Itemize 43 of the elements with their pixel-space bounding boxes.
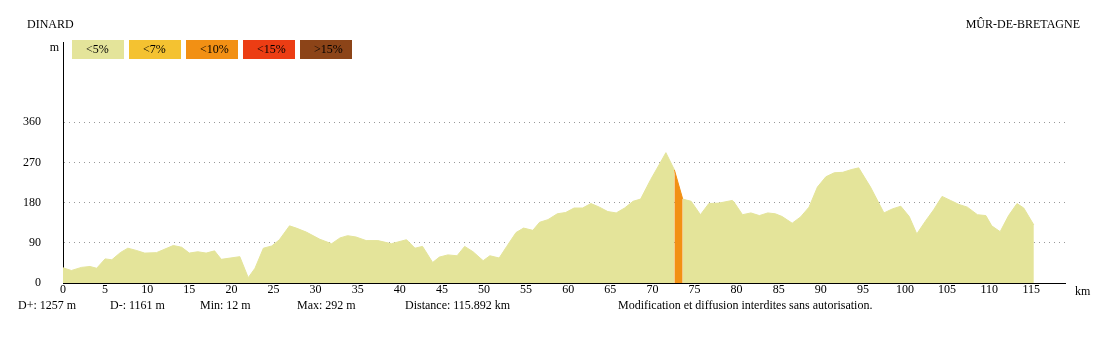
legend-label: <7%	[141, 40, 181, 59]
y-axis-title: m	[49, 40, 60, 55]
x-tick-label: 40	[393, 282, 406, 297]
x-tick-label: 95	[856, 282, 869, 297]
y-tick-label: 90	[29, 234, 41, 249]
x-tick-label: 100	[896, 282, 915, 297]
x-tick-label: 45	[435, 282, 448, 297]
x-tick-label: 90	[814, 282, 827, 297]
x-tick-label: 105	[938, 282, 957, 297]
x-tick-label: 30	[309, 282, 322, 297]
x-tick-label: 115	[1022, 282, 1041, 297]
legend-label: <10%	[198, 40, 238, 59]
x-tick-label: 35	[351, 282, 364, 297]
x-tick-label: 5	[102, 282, 109, 297]
legend-label: <15%	[255, 40, 295, 59]
x-tick-label: 85	[772, 282, 785, 297]
x-axis-title: km	[1075, 284, 1091, 299]
x-tick-label: 70	[646, 282, 659, 297]
x-tick-label: 50	[478, 282, 491, 297]
x-tick-label: 60	[562, 282, 575, 297]
legend-label: <5%	[84, 40, 124, 59]
y-tick-label: 360	[23, 114, 41, 129]
text: D-: 1161 m	[110, 298, 166, 313]
x-tick-label: 25	[267, 282, 280, 297]
x-tick-label: 20	[225, 282, 238, 297]
x-tick-label: 65	[604, 282, 617, 297]
x-tick-label: 110	[980, 282, 998, 297]
x-tick-label: 15	[183, 282, 196, 297]
x-tick-label: 80	[730, 282, 743, 297]
x-tick-label: 0	[60, 282, 66, 297]
text: Max: 292 m	[297, 298, 357, 313]
y-tick-label: 180	[23, 194, 41, 209]
x-tick-label: 10	[141, 282, 154, 297]
y-tick-label: 270	[23, 154, 41, 169]
text: DINARD	[27, 17, 74, 32]
legend-label: >15%	[312, 40, 352, 59]
text: Min: 12 m	[200, 298, 252, 313]
x-tick-label: 75	[688, 282, 701, 297]
text: Modification et diffusion interdites sans autorisation.	[618, 298, 873, 313]
text: Distance: 115.892 km	[405, 298, 511, 313]
x-tick-label: 55	[520, 282, 533, 297]
text: MÛR-DE-BRETAGNE	[965, 17, 1080, 32]
text: D+: 1257 m	[18, 298, 77, 313]
